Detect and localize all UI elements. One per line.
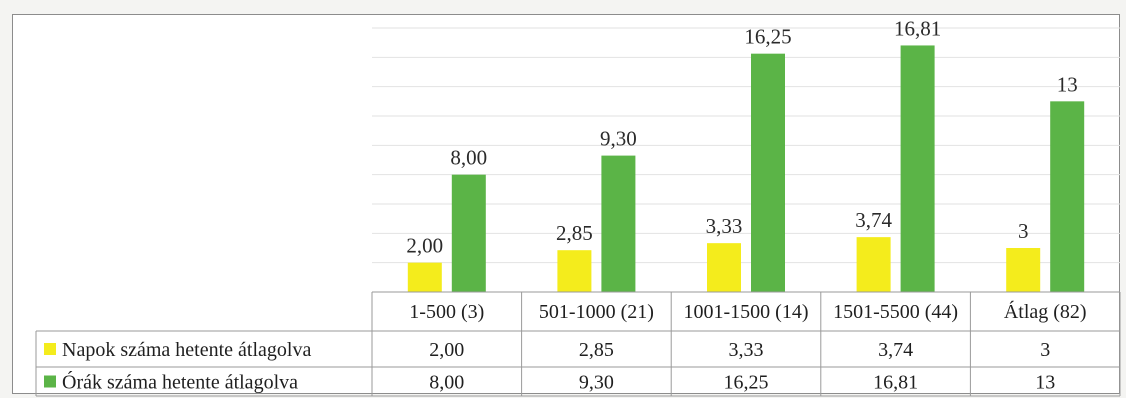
table-cell-orak-4: 16,81 xyxy=(873,372,918,394)
data-label-orak-5: 13 xyxy=(1057,72,1078,96)
bar-orak-2 xyxy=(601,155,636,292)
bar-orak-1 xyxy=(451,174,486,292)
data-label-napok-1: 2,00 xyxy=(406,234,443,258)
bar-orak-4 xyxy=(900,45,935,292)
category-label-1: 1-500 (3) xyxy=(409,301,484,323)
category-label-5: Átlag (82) xyxy=(1004,300,1087,323)
bar-napok-1 xyxy=(407,262,442,292)
data-label-napok-3: 3,33 xyxy=(706,214,743,238)
data-label-orak-2: 9,30 xyxy=(600,127,637,151)
bar-napok-5 xyxy=(1006,248,1041,292)
legend-label-napok: Napok száma hetente átlagolva xyxy=(62,339,311,361)
table-cell-orak-1: 8,00 xyxy=(429,372,464,394)
bar-orak-3 xyxy=(751,53,785,292)
data-label-napok-2: 2,85 xyxy=(556,221,593,245)
legend-key-napok xyxy=(44,343,56,355)
bar-napok-4 xyxy=(856,237,891,292)
category-label-3: 1001-1500 (14) xyxy=(684,301,809,323)
data-label-orak-1: 8,00 xyxy=(450,146,487,170)
table-cell-napok-1: 2,00 xyxy=(429,339,464,361)
table-cell-orak-3: 16,25 xyxy=(724,372,769,394)
table-cell-napok-2: 2,85 xyxy=(579,339,614,361)
category-label-4: 1501-5500 (44) xyxy=(833,301,958,323)
data-label-orak-4: 16,81 xyxy=(894,16,941,40)
bar-orak-5 xyxy=(1050,101,1085,292)
table-cell-napok-4: 3,74 xyxy=(878,339,913,361)
bar-napok-3 xyxy=(707,243,741,292)
table-cell-orak-5: 13 xyxy=(1035,372,1055,394)
category-label-2: 501-1000 (21) xyxy=(539,301,654,323)
bar-napok-2 xyxy=(557,250,592,292)
table-cell-napok-3: 3,33 xyxy=(729,339,764,361)
table-cell-napok-5: 3 xyxy=(1040,339,1050,361)
table-cell-orak-2: 9,30 xyxy=(579,372,614,394)
legend-key-orak xyxy=(44,375,56,388)
data-label-napok-5: 3 xyxy=(1018,219,1029,243)
data-label-napok-4: 3,74 xyxy=(855,208,892,232)
data-label-orak-3: 16,25 xyxy=(744,25,791,49)
legend-label-orak: Órák száma hetente átlagolva xyxy=(62,370,298,394)
